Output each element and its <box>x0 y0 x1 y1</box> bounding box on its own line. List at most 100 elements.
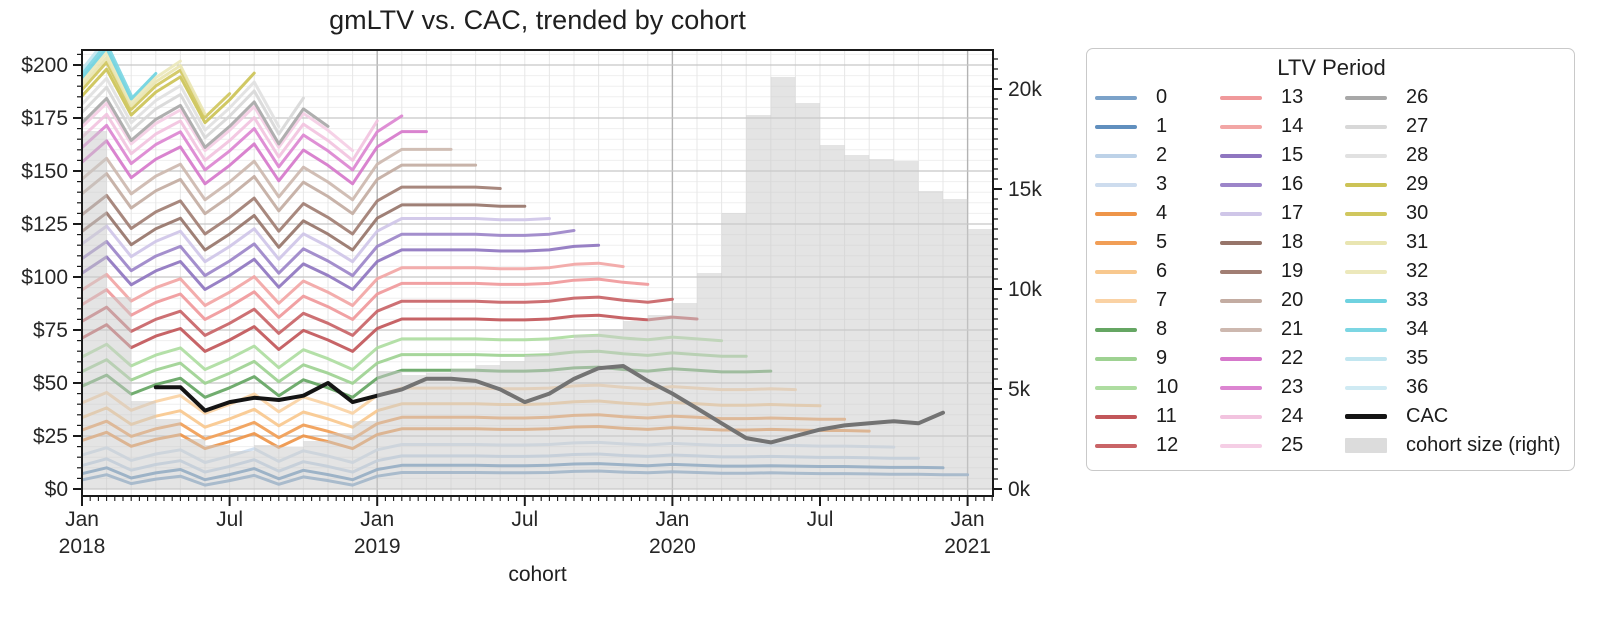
legend-column: 13 14 15 16 17 18 19 20 21 22 23 24 25 <box>1220 83 1345 460</box>
legend-entry-label: 31 <box>1406 231 1429 253</box>
legend-swatch-line <box>1345 269 1387 274</box>
legend-swatch-line <box>1220 124 1262 129</box>
ltv-line-period-23 <box>82 114 404 172</box>
legend-entry-label: 34 <box>1406 318 1429 340</box>
legend-swatch-line <box>1095 240 1137 245</box>
x-axis-title: cohort <box>508 563 567 586</box>
legend-entry-label: 1 <box>1156 115 1168 137</box>
legend-entry: 3 <box>1095 170 1220 199</box>
legend-swatch-line <box>1095 124 1137 129</box>
y-left-tick-label: $125 <box>21 213 68 236</box>
legend-entry-label: 32 <box>1406 260 1429 282</box>
legend-entry-label: 3 <box>1156 173 1168 195</box>
legend-swatch-line <box>1220 327 1262 332</box>
ltv-line-period-28 <box>82 76 281 132</box>
legend-entry: 12 <box>1095 431 1220 460</box>
legend-swatch-line <box>1345 211 1387 216</box>
legend-swatch-line <box>1220 182 1262 187</box>
legend-swatch-line <box>1220 356 1262 361</box>
ltv-line-period-34 <box>82 50 133 97</box>
legend-title: LTV Period <box>1277 55 1386 80</box>
legend-entry-label: 19 <box>1281 260 1304 282</box>
legend-entry: 9 <box>1095 344 1220 373</box>
legend-entry-label: 10 <box>1156 376 1179 398</box>
legend-entry-label: 17 <box>1281 202 1304 224</box>
legend-swatch-line <box>1095 385 1137 390</box>
legend-entry-label: 20 <box>1281 289 1304 311</box>
legend-entry: 7 <box>1095 286 1220 315</box>
legend-swatch-line <box>1220 269 1262 274</box>
ltv-line-period-16 <box>82 229 576 278</box>
x-tick-year-label: 2020 <box>649 535 696 558</box>
legend-swatch-line <box>1095 298 1137 303</box>
x-tick-label: Jan <box>65 508 99 531</box>
legend-swatch-line <box>1345 356 1387 361</box>
ltv-line-period-26 <box>82 96 330 149</box>
legend-swatch-line <box>1095 327 1137 332</box>
legend-swatch-line <box>1345 182 1387 187</box>
ltv-line-period-30 <box>82 60 232 119</box>
y-right-tick-label: 15k <box>1008 178 1042 201</box>
legend-swatch-line <box>1345 327 1387 332</box>
legend-entry: 14 <box>1220 112 1345 141</box>
y-left-tick-label: $50 <box>33 372 68 395</box>
ltv-line-period-19 <box>82 185 502 236</box>
axis-ticks <box>73 53 1002 506</box>
legend-entry-label: 8 <box>1156 318 1168 340</box>
legend-swatch-line <box>1345 153 1387 158</box>
y-right-tick-label: 20k <box>1008 78 1042 101</box>
legend-entry: 34 <box>1345 315 1565 344</box>
legend-entry: 26 <box>1345 83 1565 112</box>
x-tick-label: Jan <box>655 508 689 531</box>
y-left-tick-label: $0 <box>45 478 68 501</box>
legend-entry: 25 <box>1220 431 1345 460</box>
legend-entry-label: 18 <box>1281 231 1304 253</box>
legend-entry-label: 16 <box>1281 173 1304 195</box>
legend-entry-label: 23 <box>1281 376 1304 398</box>
legend-entry: 19 <box>1220 257 1345 286</box>
legend-entry: 32 <box>1345 257 1565 286</box>
legend-entry-label: 0 <box>1156 86 1168 108</box>
legend-entry-label: 11 <box>1156 405 1177 427</box>
y-right-tick-label: 5k <box>1008 378 1031 401</box>
legend-entry-label: 26 <box>1406 86 1429 108</box>
legend-entry: 33 <box>1345 286 1565 315</box>
legend-entry: 22 <box>1220 344 1345 373</box>
legend-entry: 28 <box>1345 141 1565 170</box>
legend-entry-label: 28 <box>1406 144 1429 166</box>
legend-entry: 1 <box>1095 112 1220 141</box>
legend-entry-label: 9 <box>1156 347 1168 369</box>
legend-entry-label: 6 <box>1156 260 1168 282</box>
legend-entry: cohort size (right) <box>1345 431 1565 460</box>
legend-entry: 20 <box>1220 286 1345 315</box>
legend-entry-label: 21 <box>1281 318 1304 340</box>
legend-entry-label: 22 <box>1281 347 1304 369</box>
x-tick-year-label: 2021 <box>944 535 991 558</box>
ltv-line-period-13 <box>82 277 650 321</box>
legend-entry-label: 36 <box>1406 376 1429 398</box>
legend-swatch-line <box>1220 385 1262 390</box>
legend-entry: 29 <box>1345 170 1565 199</box>
x-tick-year-label: 2018 <box>59 535 106 558</box>
legend-swatch-line <box>1220 240 1262 245</box>
legend: LTV Period 0 1 2 3 4 5 6 7 8 9 10 11 12 13 14 15 16 17 18 1… <box>1086 48 1575 471</box>
legend-entry-label: 4 <box>1156 202 1168 224</box>
legend-swatch-line <box>1220 153 1262 158</box>
legend-entry-label: 35 <box>1406 347 1429 369</box>
legend-entry: 31 <box>1345 228 1565 257</box>
ltv-line-period-20 <box>82 163 478 216</box>
ltv-line-period-14 <box>82 261 625 307</box>
legend-swatch-line <box>1220 298 1262 303</box>
ltv-line-period-11 <box>82 313 699 353</box>
x-tick-label: Jan <box>951 508 985 531</box>
y-left-tick-label: $200 <box>21 54 68 77</box>
legend-entry: 18 <box>1220 228 1345 257</box>
legend-swatch-line <box>1345 298 1387 303</box>
legend-column: 0 1 2 3 4 5 6 7 8 9 10 11 12 <box>1095 83 1220 460</box>
ltv-line-period-27 <box>82 85 305 140</box>
legend-entry-label: 27 <box>1406 115 1429 137</box>
legend-swatch-line <box>1220 95 1262 100</box>
legend-swatch-line <box>1345 240 1387 245</box>
legend-entry: 21 <box>1220 315 1345 344</box>
